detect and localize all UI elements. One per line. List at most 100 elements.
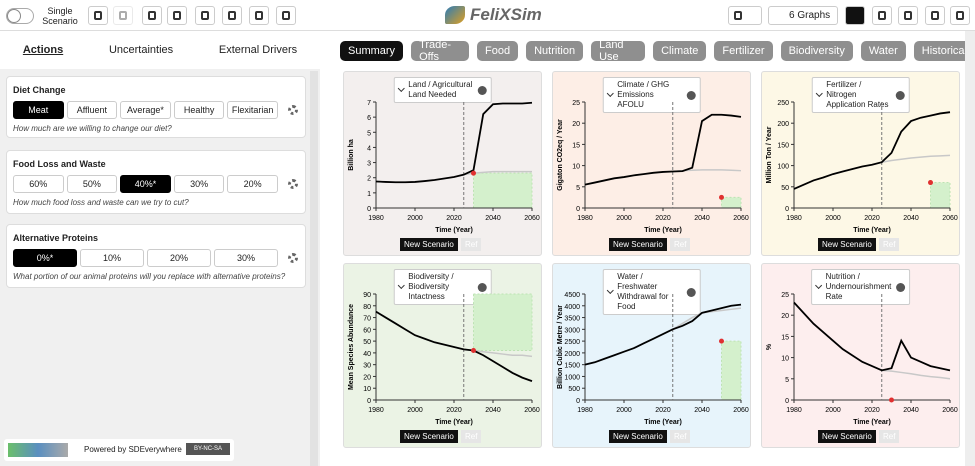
nav-tab[interactable]: Trade-Offs xyxy=(411,39,470,63)
legend-ref[interactable]: Ref xyxy=(670,238,691,251)
x-tick-label: 2020 xyxy=(446,215,462,222)
option-button[interactable]: 30% xyxy=(214,249,278,267)
nav-tab[interactable]: Historical xyxy=(913,41,975,61)
chart-header[interactable]: Biodiversity / Biodiversity Intactness xyxy=(393,269,492,305)
nav-tab[interactable]: Climate xyxy=(653,41,707,61)
option-button[interactable]: Flexitarian xyxy=(227,101,278,119)
legend-scenario[interactable]: New Scenario xyxy=(400,238,458,251)
settings-gear[interactable] xyxy=(288,179,298,189)
x-tick-label: 1980 xyxy=(786,215,802,222)
y-tick-label: 80 xyxy=(363,304,371,311)
option-button[interactable]: Affluent xyxy=(66,101,118,119)
y-axis-label: Million Ton / Year xyxy=(766,126,773,183)
info-icon[interactable] xyxy=(686,90,696,100)
y-tick-label: 4500 xyxy=(564,292,580,299)
view-button[interactable] xyxy=(845,6,865,25)
chart-card: Water / Freshwater Withdrawal for Food 0 5… xyxy=(552,263,751,448)
scenario-toggle[interactable] xyxy=(6,8,34,24)
chart-header[interactable]: Nutrition / Undernourishment Rate xyxy=(810,269,911,305)
settings-gear[interactable] xyxy=(288,253,298,263)
hint-button[interactable] xyxy=(276,6,296,25)
reset-button[interactable] xyxy=(142,6,162,25)
legend-ref[interactable]: Ref xyxy=(879,238,900,251)
nav-tab[interactable]: Biodiversity xyxy=(780,41,853,61)
option-button[interactable]: Meat xyxy=(13,101,64,119)
redo-button[interactable] xyxy=(113,6,133,25)
legend-ref[interactable]: Ref xyxy=(670,430,691,443)
x-tick-label: 2020 xyxy=(655,215,671,222)
legend-scenario[interactable]: New Scenario xyxy=(818,430,876,443)
option-button[interactable]: Average* xyxy=(120,101,171,119)
chart-title: Water / Freshwater Withdrawal for Food xyxy=(617,272,669,311)
x-tick-label: 2040 xyxy=(903,407,919,414)
chart-header[interactable]: Land / Agricultural Land Needed xyxy=(393,77,492,103)
option-button[interactable]: 10% xyxy=(80,249,144,267)
clipboard-button[interactable] xyxy=(195,6,215,25)
y-tick-label: 20 xyxy=(781,313,789,320)
info-icon[interactable] xyxy=(895,90,905,100)
y-tick-label: 3 xyxy=(367,161,371,168)
option-button[interactable]: 20% xyxy=(147,249,211,267)
target-point xyxy=(471,170,476,176)
top-bar: Single Scenario FeliXSim 6 Graphs xyxy=(0,0,975,31)
nav-tab[interactable]: Land Use xyxy=(591,39,646,63)
option-button[interactable]: Healthy xyxy=(173,101,225,119)
nav-tab[interactable]: Summary xyxy=(340,41,404,61)
docs-button[interactable] xyxy=(898,6,918,25)
option-button[interactable]: 0%* xyxy=(13,249,77,267)
license-badge: BY-NC-SA xyxy=(186,443,230,455)
chart-card: Land / Agricultural Land Needed 0 1 2 3 4 5 6 7 1… xyxy=(343,71,542,256)
x-tick-label: 2000 xyxy=(825,215,841,222)
info-icon[interactable] xyxy=(896,282,906,292)
option-button[interactable]: 50% xyxy=(66,175,118,193)
section-title: Diet Change xyxy=(13,85,66,95)
refresh-graphs[interactable] xyxy=(728,6,762,25)
sidebar-tab[interactable]: External Drivers xyxy=(218,44,298,56)
share-button[interactable] xyxy=(222,6,242,25)
nav-tab[interactable]: Water xyxy=(860,41,906,61)
y-tick-label: 1500 xyxy=(564,363,580,370)
nav-tab[interactable]: Food xyxy=(477,41,519,61)
main-scrollbar[interactable] xyxy=(965,31,975,466)
y-tick-label: 2500 xyxy=(564,339,580,346)
legend-scenario[interactable]: New Scenario xyxy=(400,430,458,443)
x-tick-label: 2000 xyxy=(407,407,423,414)
graphs-select[interactable]: 6 Graphs xyxy=(768,6,838,25)
x-tick-label: 2040 xyxy=(485,407,501,414)
undo-button[interactable] xyxy=(88,6,108,25)
y-tick-label: 1000 xyxy=(564,374,580,381)
legend-ref[interactable]: Ref xyxy=(461,238,482,251)
y-tick-label: 2 xyxy=(367,176,371,183)
legend-ref[interactable]: Ref xyxy=(879,430,900,443)
y-axis-label: Gigaton CO2eq / Year xyxy=(557,119,564,191)
y-tick-label: 30 xyxy=(363,363,371,370)
sidebar-tab[interactable]: Uncertainties xyxy=(108,44,174,56)
chart-header[interactable]: Water / Freshwater Withdrawal for Food xyxy=(602,269,701,315)
option-button[interactable]: 30% xyxy=(173,175,225,193)
nav-tab[interactable]: Nutrition xyxy=(526,41,584,61)
sidebar-tab[interactable]: Actions xyxy=(22,44,64,56)
table-button[interactable] xyxy=(249,6,269,25)
chart-header[interactable]: Climate / GHG Emissions AFOLU xyxy=(602,77,701,113)
nav-tab[interactable]: Fertilizer xyxy=(714,41,773,61)
option-button[interactable]: 20% xyxy=(227,175,278,193)
fullscreen-button[interactable] xyxy=(950,6,970,25)
calendar-button[interactable] xyxy=(872,6,892,25)
option-button[interactable]: 60% xyxy=(13,175,64,193)
legend-scenario[interactable]: New Scenario xyxy=(818,238,876,251)
scrollbar[interactable] xyxy=(310,71,318,466)
legend-scenario[interactable]: New Scenario xyxy=(609,238,667,251)
info-icon[interactable] xyxy=(477,282,487,292)
info-icon[interactable] xyxy=(686,287,696,297)
bug-button[interactable] xyxy=(925,6,945,25)
copy-button[interactable] xyxy=(167,6,187,25)
option-button[interactable]: 40%* xyxy=(120,175,171,193)
chart-header[interactable]: Fertilizer / Nitrogen Application Rates xyxy=(811,77,910,113)
y-tick-label: 200 xyxy=(777,121,789,128)
info-icon[interactable] xyxy=(477,85,487,95)
nav-tabs: Summary Trade-Offs Food Nutrition Land Use Cl… xyxy=(340,39,975,63)
legend-ref[interactable]: Ref xyxy=(461,430,482,443)
legend-scenario[interactable]: New Scenario xyxy=(609,430,667,443)
settings-gear[interactable] xyxy=(288,105,298,115)
y-tick-label: 500 xyxy=(568,386,580,393)
